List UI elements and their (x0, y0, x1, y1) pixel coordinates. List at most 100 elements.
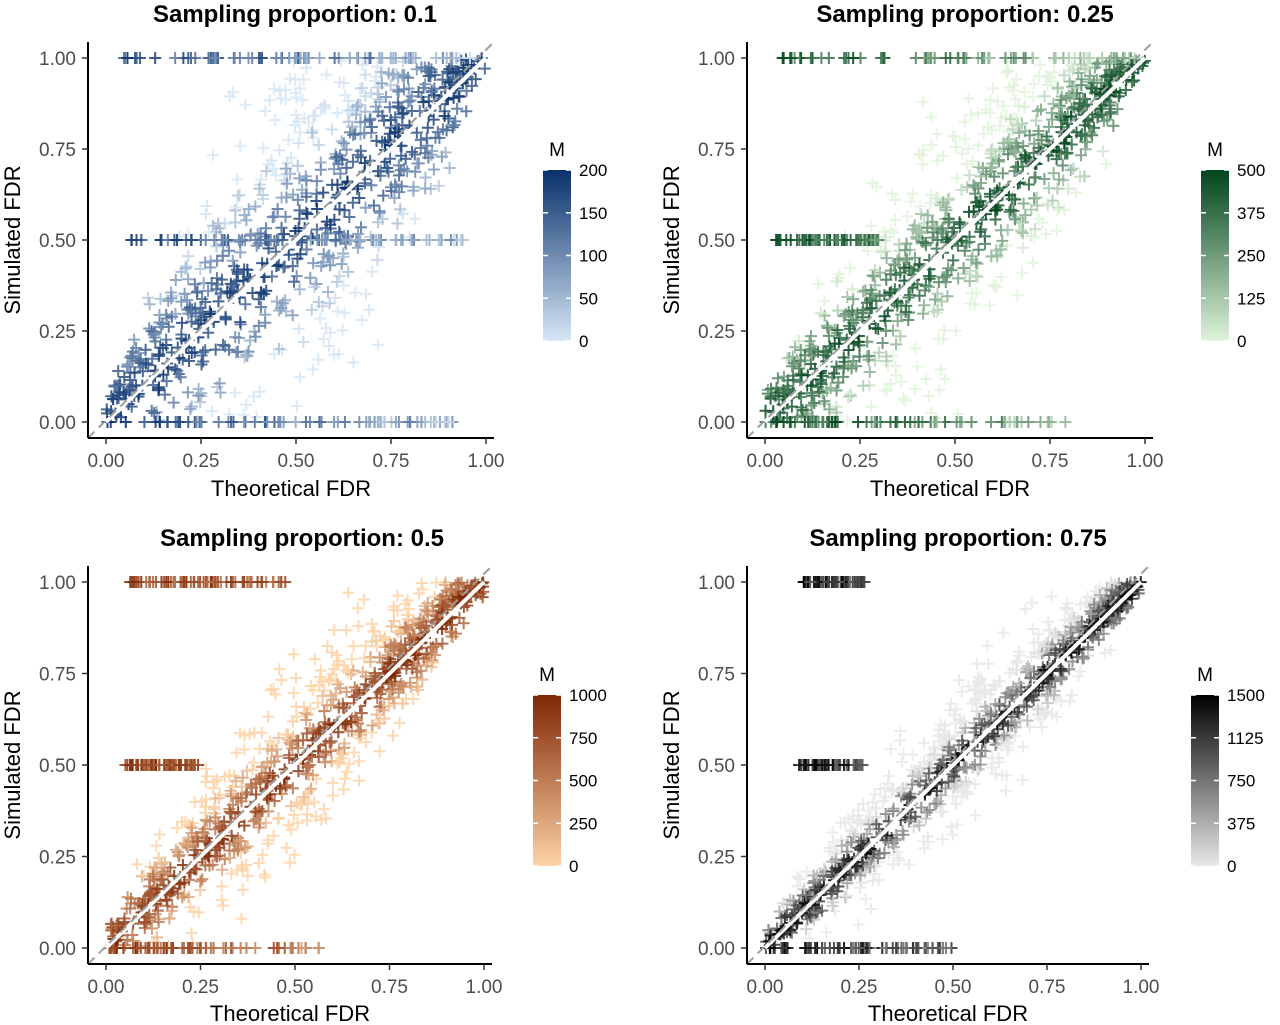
data-point (275, 576, 288, 588)
x-tick-label: 1.00 (1127, 451, 1164, 472)
data-point (370, 234, 383, 246)
data-point (863, 860, 876, 873)
data-point (290, 710, 303, 723)
data-point (981, 639, 994, 652)
data-point (290, 109, 303, 122)
data-point (178, 287, 191, 300)
data-point (273, 84, 286, 97)
data-point (1055, 93, 1068, 106)
data-point (396, 697, 409, 710)
data-point (312, 942, 325, 954)
data-point (1104, 96, 1117, 109)
data-point (343, 105, 356, 118)
data-point (444, 625, 457, 638)
data-point (947, 781, 960, 794)
data-point (225, 790, 238, 803)
data-point (224, 576, 237, 588)
data-point (852, 918, 865, 931)
data-point (975, 223, 988, 236)
data-point (184, 403, 197, 416)
data-point (165, 904, 178, 917)
data-point (1080, 136, 1093, 149)
data-point (1019, 209, 1032, 222)
data-point (257, 192, 270, 205)
data-point (903, 790, 916, 803)
data-point (318, 234, 331, 246)
data-point (374, 688, 387, 701)
data-point (163, 912, 176, 925)
data-point (321, 227, 334, 240)
x-tick-label: 0.50 (935, 977, 972, 998)
data-point (980, 168, 993, 181)
data-point (280, 779, 293, 792)
data-point (940, 738, 953, 751)
data-point (938, 324, 951, 337)
data-point (145, 404, 158, 417)
data-point (874, 782, 887, 795)
data-point (343, 757, 356, 770)
data-point (805, 330, 818, 343)
data-point (265, 270, 278, 283)
data-point (387, 729, 400, 742)
data-point (950, 171, 963, 184)
data-point (1027, 256, 1040, 269)
data-point (1026, 90, 1039, 103)
data-point (291, 816, 304, 829)
data-point (215, 273, 228, 286)
data-point (1122, 601, 1135, 614)
data-point (934, 363, 947, 376)
data-point (269, 114, 282, 127)
data-point (925, 139, 938, 152)
data-point (212, 295, 225, 308)
data-point (786, 360, 799, 373)
data-point (131, 858, 144, 871)
y-tick-label: 0.00 (698, 939, 735, 960)
data-point (302, 116, 315, 129)
data-point (377, 189, 390, 202)
data-point (150, 839, 163, 852)
data-point (1008, 145, 1021, 158)
data-point (349, 127, 362, 140)
data-point (776, 52, 789, 64)
data-point (781, 908, 794, 921)
data-point (181, 386, 194, 399)
data-point (336, 324, 349, 337)
data-point (825, 868, 838, 881)
data-point (150, 576, 163, 588)
data-point (296, 94, 309, 107)
data-point (1006, 663, 1019, 676)
data-point (958, 244, 971, 257)
data-point (446, 593, 459, 606)
data-point (396, 108, 409, 121)
data-point (952, 407, 965, 420)
data-point (971, 271, 984, 284)
data-point (323, 736, 336, 749)
data-point (880, 350, 893, 363)
data-point (147, 870, 160, 883)
data-point (947, 254, 960, 267)
data-point (337, 137, 350, 150)
y-tick-label: 0.75 (39, 665, 76, 686)
data-point (909, 382, 922, 395)
data-point (1025, 596, 1038, 609)
data-point (1039, 228, 1052, 241)
data-point (886, 349, 899, 362)
data-point (119, 416, 132, 428)
data-point (433, 131, 446, 144)
data-point (218, 853, 231, 866)
data-point (971, 657, 984, 670)
data-point (1047, 167, 1060, 180)
data-point (762, 924, 775, 937)
data-point (432, 179, 445, 192)
data-point (383, 699, 396, 712)
data-point (169, 52, 182, 64)
data-point (231, 345, 244, 358)
data-point (282, 133, 295, 146)
data-point (1016, 740, 1029, 753)
data-point (866, 269, 879, 282)
data-point (247, 815, 260, 828)
data-point (889, 194, 902, 207)
data-point (323, 339, 336, 352)
data-point (1013, 126, 1026, 139)
data-point (231, 864, 244, 877)
